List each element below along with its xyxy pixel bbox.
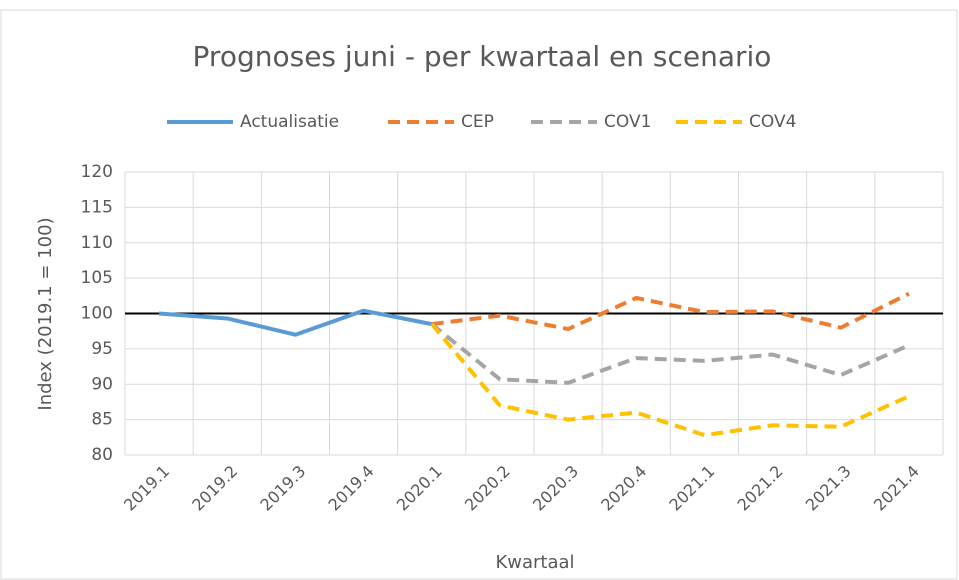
series-line (158, 308, 433, 337)
y-tick-label: 100 (81, 304, 113, 324)
y-tick-label: 120 (81, 162, 113, 182)
legend-label: COV4 (749, 112, 796, 132)
y-tick-label: 80 (91, 445, 113, 465)
legend-label: Actualisatie (240, 112, 339, 132)
chart-title: Prognoses juni - per kwartaal en scenari… (193, 40, 772, 73)
y-tick-label: 90 (91, 374, 113, 394)
y-axis-label: Index (2019.1 = 100) (35, 217, 56, 410)
y-tick-label: 95 (91, 339, 113, 359)
y-tick-label: 115 (81, 197, 113, 217)
y-tick-label: 85 (91, 410, 113, 430)
legend-label: COV1 (604, 112, 651, 132)
x-axis-label: Kwartaal (495, 552, 574, 573)
legend-label: CEP (461, 112, 494, 132)
series-line (431, 291, 910, 332)
y-tick-label: 110 (81, 233, 113, 253)
series-line (430, 322, 910, 385)
chart-border (0, 9, 958, 580)
series-line (430, 322, 910, 438)
y-tick-label: 105 (81, 268, 113, 288)
